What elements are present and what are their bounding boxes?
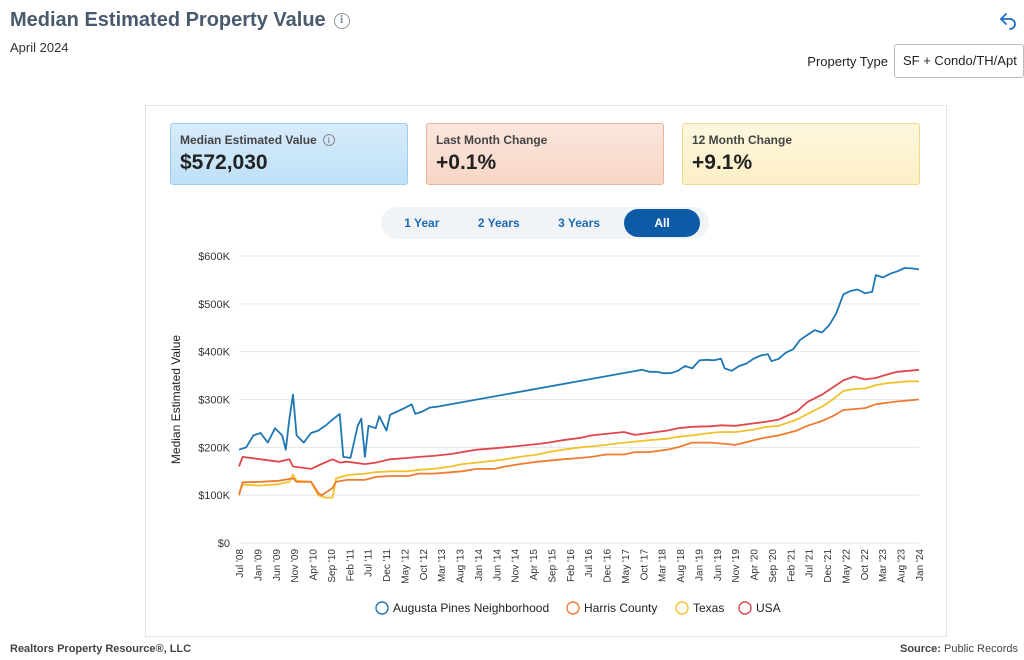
x-tick-label: Feb '21 [786,549,797,582]
info-icon[interactable]: i [333,12,350,29]
line-chart: $0 $100K $200K $300K $400K $500K $600K Jul '08 J… [169,251,926,615]
time-range-selector: 1 Year 2 Years 3 Years All [381,207,709,239]
legend-label[interactable]: Harris County [584,601,657,615]
legend-marker[interactable] [738,601,752,615]
x-tick-label: Sep '20 [768,549,779,583]
x-tick-label: Nov '09 [290,549,301,583]
x-tick-label: Aug '18 [676,549,687,583]
range-all-button[interactable]: All [624,209,700,237]
x-tick-label: May '12 [400,549,411,584]
last-month-change-label: Last Month Change [436,133,548,147]
y-tick-label: $100K [198,490,230,502]
y-tick-label: $300K [198,395,230,407]
x-tick-label: Feb '11 [345,549,356,582]
range-1-year-button[interactable]: 1 Year [404,216,440,230]
median-value-card-label-row: Median Estimated Value i [180,133,398,147]
x-tick-label: Jul '21 [805,549,816,578]
footer-source: Source: Public Records [900,643,1018,655]
twelve-month-change-label: 12 Month Change [692,133,793,147]
property-type-select[interactable]: SF + Condo/TH/Apt [894,44,1024,78]
property-type-label: Property Type [807,53,888,69]
x-tick-label: Nov '19 [731,549,742,583]
source-label: Source: [899,643,941,655]
range-3-years-button[interactable]: 3 Years [558,216,600,230]
x-tick-label: Dec '16 [603,549,614,583]
x-tick-label: May '22 [841,549,852,584]
share-icon[interactable] [998,10,1018,30]
x-tick-label: Dec '11 [382,549,393,582]
series-line-augusta-pines-neighborhood [238,267,920,459]
x-tick-label: Dec '21 [823,549,834,583]
y-tick-label: $500K [198,299,230,311]
page-subtitle: April 2024 [10,40,69,55]
x-tick-label: Jan '09 [253,549,264,581]
x-tick-label: Jun '14 [492,549,503,581]
x-tick-label: Nov '14 [511,549,522,583]
x-tick-label: Sep '10 [327,549,338,583]
legend-label[interactable]: Augusta Pines Neighborhood [393,601,549,615]
median-value-label: Median Estimated Value [180,133,317,147]
x-tick-label: May '17 [621,549,632,584]
x-tick-label: Jan '24 [915,549,926,581]
legend-label[interactable]: Texas [693,601,724,615]
x-tick-label: Feb '16 [566,549,577,582]
last-month-change-card: Last Month Change +0.1% [426,123,664,185]
y-tick-label: $600K [198,251,230,263]
x-tick-label: Aug '23 [897,549,908,583]
x-tick-label: Oct '12 [419,549,430,581]
x-tick-label: Aug '13 [456,549,467,583]
x-tick-label: Mar '13 [437,549,448,582]
x-tick-label: Jul '16 [584,549,595,578]
legend-marker[interactable] [675,601,689,615]
legend-marker[interactable] [375,601,389,615]
x-tick-label: Jan '14 [474,549,485,581]
x-tick-label: Jun '19 [713,549,724,581]
x-tick-label: Apr '20 [750,549,761,581]
x-tick-label: Apr '10 [309,549,320,581]
info-icon[interactable]: i [322,134,335,146]
x-tick-label: Apr '15 [529,549,540,581]
y-tick-label: $400K [198,347,230,359]
page-title-text: Median Estimated Property Value [10,9,326,31]
legend-marker[interactable] [566,601,580,615]
x-tick-label: Jan '19 [694,549,705,581]
series-line-usa [238,368,920,470]
x-tick-label: Jul '11 [364,549,375,577]
range-2-years-button[interactable]: 2 Years [477,216,520,230]
x-tick-label: Mar '23 [878,549,889,582]
series-line-harris-county [238,398,920,497]
median-value: $572,030 [180,151,268,174]
page-title: Median Estimated Property Value i [10,9,350,32]
y-axis-label: Median Estimated Value [169,335,183,465]
x-tick-label: Jul '08 [235,549,246,578]
y-tick-label: $200K [198,442,230,454]
median-value-card: Median Estimated Value i $572,030 [170,123,408,185]
series-line-texas [238,380,919,499]
twelve-month-change-card: 12 Month Change +9.1% [682,123,920,185]
twelve-month-change-value: +9.1% [692,151,753,174]
property-type-control: Property Type SF + Condo/TH/Apt [807,44,1024,78]
footer-copyright: Realtors Property Resource®, LLC [10,643,192,655]
x-tick-label: Oct '17 [639,549,650,581]
x-tick-label: Jun '09 [272,549,283,581]
x-tick-label: Oct '22 [860,549,871,581]
x-tick-label: Sep '15 [547,549,558,583]
y-tick-label: $0 [218,538,230,550]
x-tick-label: Mar '18 [658,549,669,582]
legend-label[interactable]: USA [756,601,781,615]
last-month-change-value: +0.1% [436,151,497,174]
chart-panel: Median Estimated Value i $572,030 Last M… [145,105,947,637]
source-value: Public Records [944,643,1018,655]
